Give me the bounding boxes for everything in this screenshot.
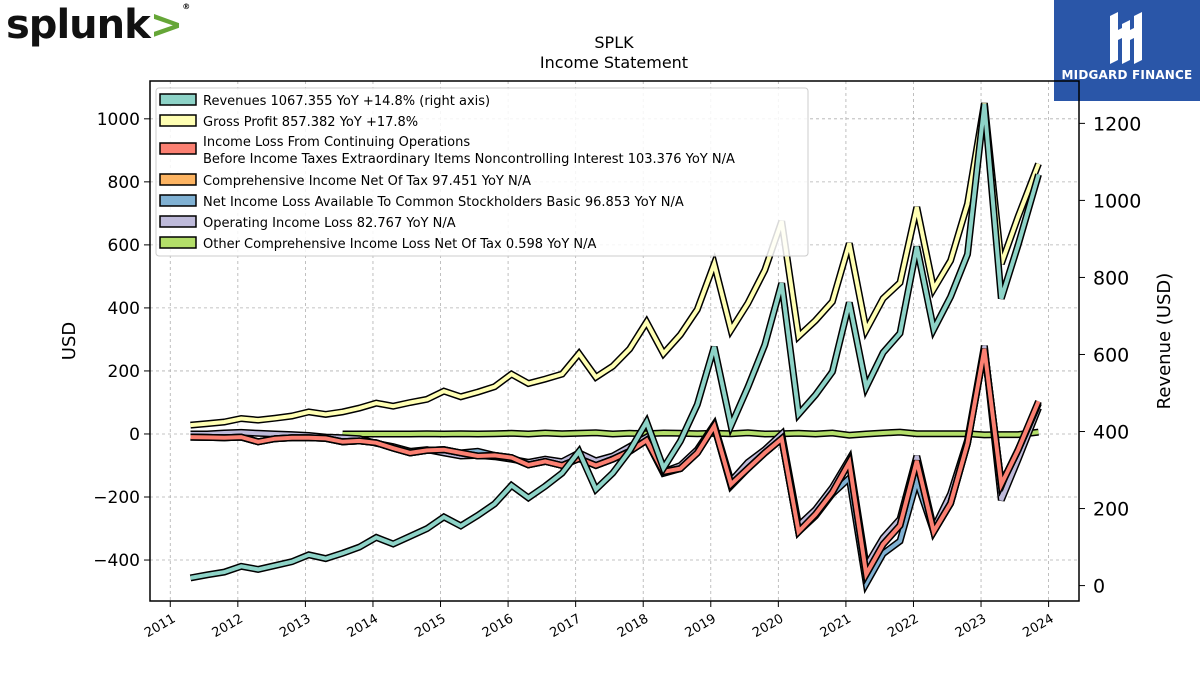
x-tick-label: 2020 [750,611,786,641]
legend-box [155,87,809,257]
series-line-outline [190,348,1042,585]
midgard-monogram-icon [1110,12,1142,64]
legend-item: Revenues 1067.355 YoY +14.8% (right axis… [159,93,490,109]
y-tick-label-left: −400 [93,551,140,571]
x-tick-label: 2013 [277,611,313,641]
x-tick-label: 2018 [615,611,651,641]
splunk-chevron-icon: > [149,2,184,48]
legend-label: Net Income Loss Available To Common Stoc… [203,195,684,210]
x-tick-label: 2019 [683,611,719,641]
y-tick-label-left: −200 [93,488,140,508]
y-tick-label-left: 200 [108,362,140,382]
legend-label: Operating Income Loss 82.767 YoY N/A [203,216,456,231]
y-axis-label-right: Revenue (USD) [1154,273,1175,410]
y-tick-label-left: 1000 [97,110,140,130]
legend-item: Income Loss From Continuing Operations Be… [159,135,735,167]
legend-label-line2: Before Income Taxes Extraordinary Items … [203,152,735,167]
series-line [190,102,1041,428]
y-tick-label-left: 0 [129,425,140,445]
legend-item: Comprehensive Income Net Of Tax 97.451 Y… [159,173,531,189]
series-0 [189,103,1042,582]
midgard-brand-name: MIDGARD FINANCE [1061,68,1193,82]
legend-item: Operating Income Loss 82.767 YoY N/A [159,215,456,231]
x-tick-label: 2017 [547,611,583,641]
series-6 [342,428,1039,439]
legend-label: Gross Profit 857.382 YoY +17.8% [203,115,418,130]
legend-swatch [159,215,197,228]
x-tick-label: 2022 [885,611,921,641]
x-tick-label: 2012 [210,611,246,641]
legend-swatch [159,236,197,249]
splunk-reg-mark: ® [182,2,190,11]
y-tick-label-right: 200 [1093,499,1129,521]
series-2 [190,348,1042,585]
x-tick-label: 2023 [953,611,989,641]
splunk-logo-text: splunk [6,2,151,48]
series-line [190,103,1041,580]
y-tick-label-right: 800 [1093,267,1129,289]
midgard-finance-logo: MIDGARD FINANCE [1054,0,1200,101]
y-tick-label-right: 400 [1093,422,1129,444]
y-tick-label-right: 600 [1093,344,1129,366]
legend-swatch [159,114,197,127]
legend-swatch [159,142,197,155]
series-line [190,348,1041,581]
x-tick-label: 2014 [345,611,381,641]
x-tick-label: 2016 [480,611,516,641]
y-axis-label-left: USD [59,322,80,360]
y-tick-label-left: 400 [108,299,140,319]
y-tick-label-right: 1200 [1093,113,1141,135]
plot-frame [149,80,1080,602]
chart-title: SPLK [594,33,634,52]
legend-label: Revenues 1067.355 YoY +14.8% (right axis… [203,94,490,109]
y-tick-label-right: 0 [1093,576,1105,598]
x-tick-label: 2015 [412,611,448,641]
legend-item: Other Comprehensive Income Loss Net Of T… [159,236,597,252]
legend-swatch [159,173,197,186]
y-tick-label-left: 600 [108,236,140,256]
legend-label: Income Loss From Continuing Operations [203,135,470,150]
legend-item: Net Income Loss Available To Common Stoc… [159,194,684,210]
legend-swatch [159,194,197,207]
chart-subtitle: Income Statement [540,53,688,72]
series-1 [190,102,1042,429]
x-tick-label: 2011 [142,611,178,641]
legend-item: Gross Profit 857.382 YoY +17.8% [159,114,418,130]
legend-swatch [159,93,197,106]
y-tick-label-right: 1000 [1093,190,1141,212]
series-line [342,430,1039,438]
x-tick-label: 2021 [818,611,854,641]
splunk-logo: splunk>® [6,2,190,48]
legend-label: Comprehensive Income Net Of Tax 97.451 Y… [203,174,531,189]
legend-label: Other Comprehensive Income Loss Net Of T… [203,237,597,252]
x-tick-label: 2024 [1020,611,1056,641]
y-tick-label-left: 800 [108,173,140,193]
